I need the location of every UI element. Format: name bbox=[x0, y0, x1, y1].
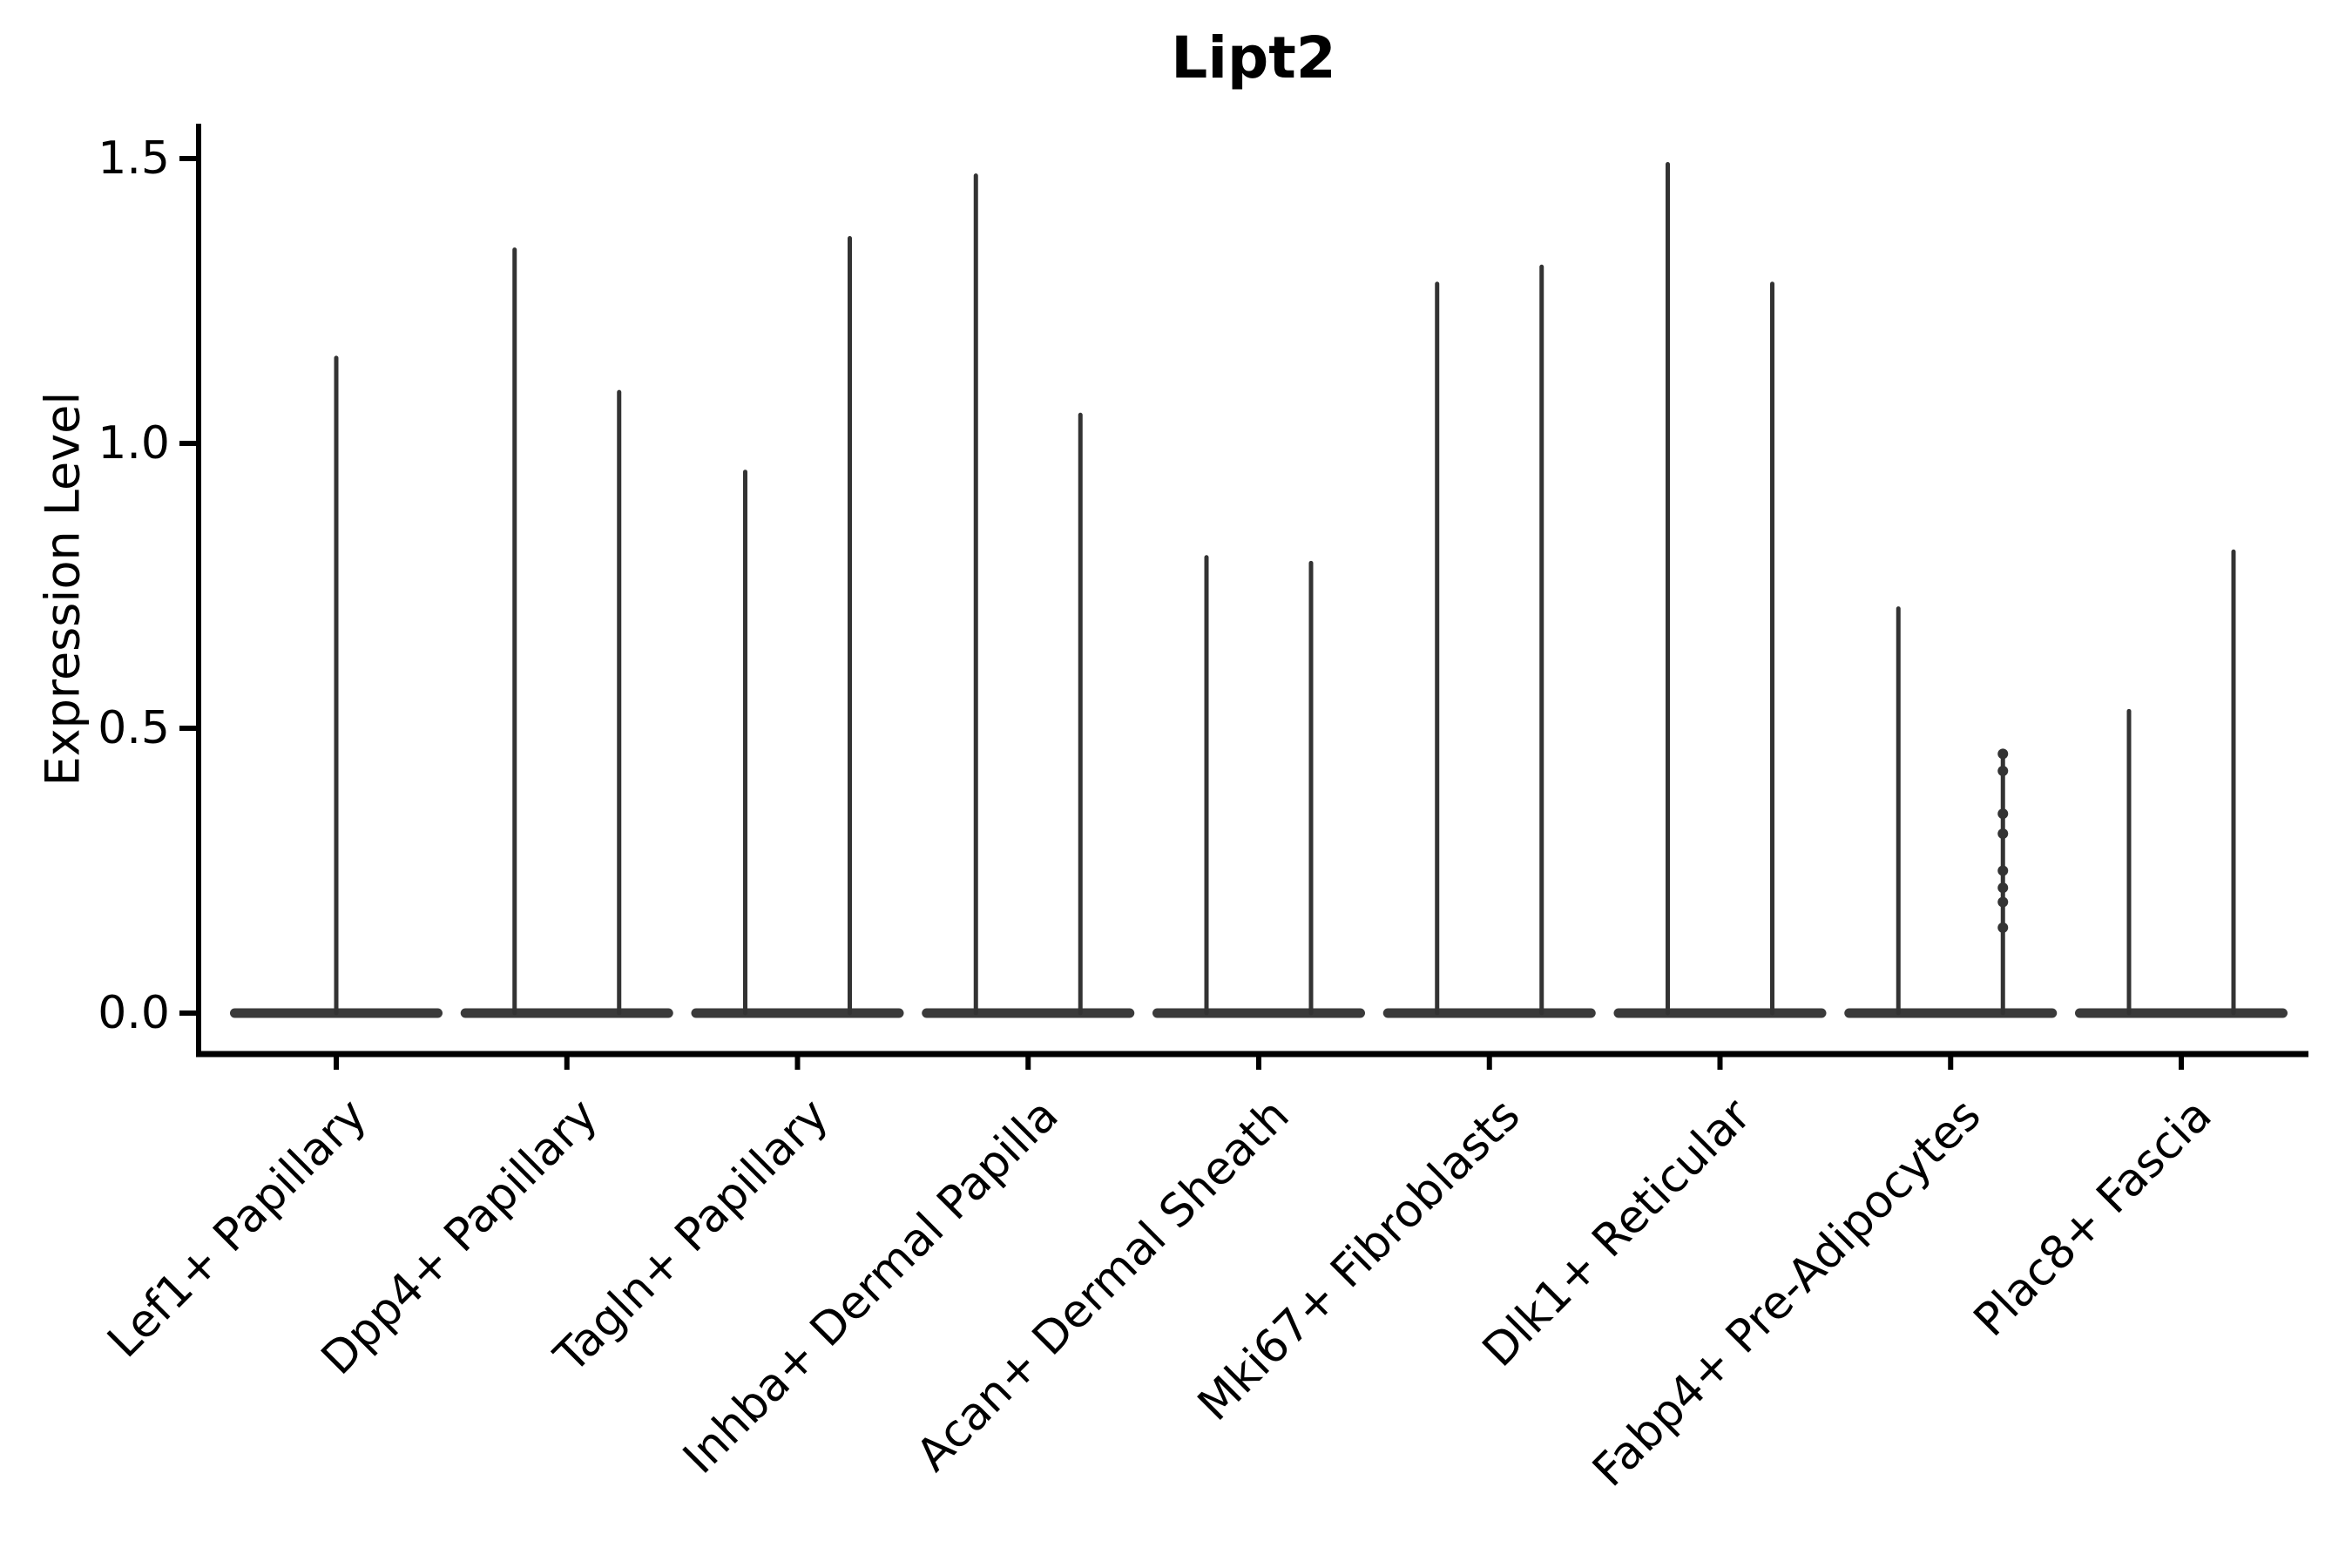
y-tick-label: 0.5 bbox=[98, 702, 170, 754]
violin-jitter-point bbox=[1997, 865, 2009, 876]
violin-base bbox=[922, 1008, 1135, 1018]
y-tick-label: 0.0 bbox=[98, 987, 170, 1039]
violin-jitter-point bbox=[1997, 922, 2009, 933]
violin-jitter-point bbox=[1997, 748, 2009, 760]
violin-jitter-point bbox=[1997, 808, 2009, 820]
violin-jitter-point bbox=[1997, 882, 2009, 894]
y-tick-label: 1.5 bbox=[98, 132, 170, 185]
violin-base bbox=[2075, 1008, 2288, 1018]
violin-base bbox=[1152, 1008, 1365, 1018]
y-tick-label: 1.0 bbox=[98, 417, 170, 470]
chart-title: Lipt2 bbox=[1171, 24, 1336, 91]
violin-base bbox=[1382, 1008, 1596, 1018]
violin-jitter-point bbox=[1997, 766, 2009, 777]
violin-base bbox=[1613, 1008, 1827, 1018]
violin-jitter-point bbox=[1997, 896, 2009, 908]
violin-base bbox=[691, 1008, 904, 1018]
violin-jitter-point bbox=[1997, 828, 2009, 839]
violin-base bbox=[1844, 1008, 2058, 1018]
violin-base bbox=[460, 1008, 673, 1018]
